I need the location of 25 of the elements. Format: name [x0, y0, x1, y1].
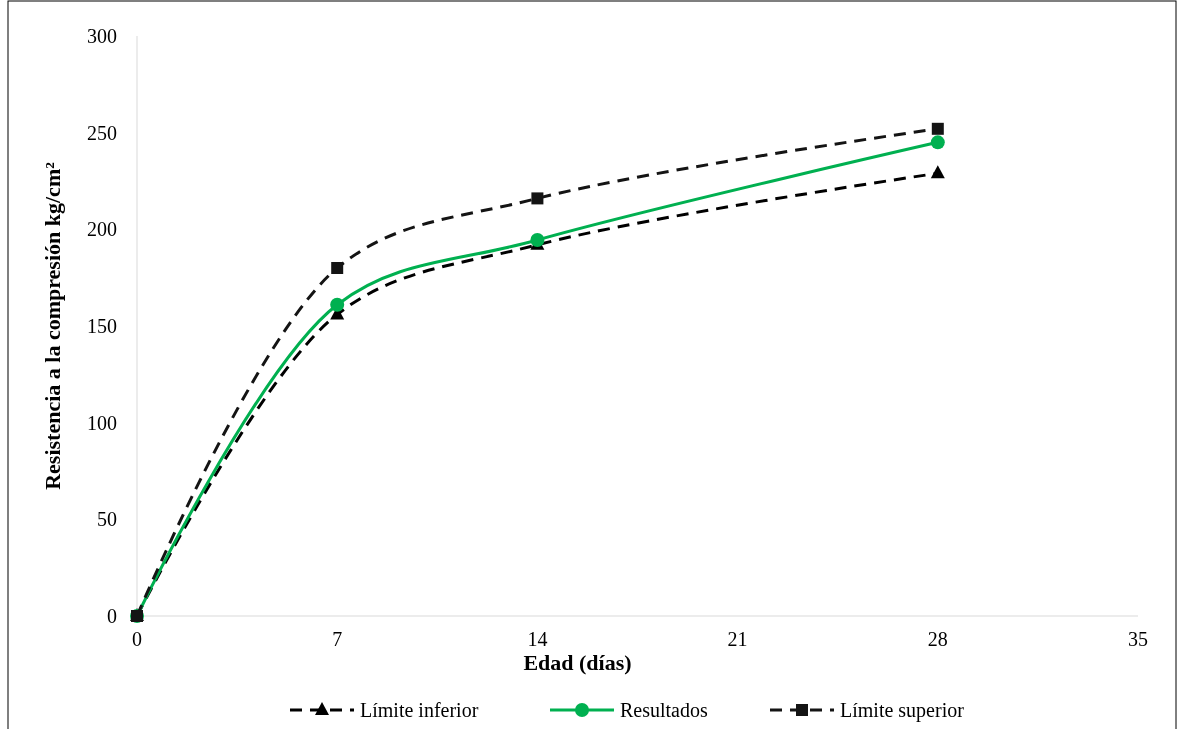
- y-tick-label: 150: [87, 315, 117, 337]
- point: [530, 232, 545, 247]
- legend-label: Límite superior: [840, 699, 965, 722]
- x-tick-label: 14: [527, 628, 548, 650]
- x-tick-label: 21: [727, 628, 748, 650]
- y-axis-title: Resistencia a la compresión kg/cm²: [40, 161, 65, 490]
- x-axis-title: Edad (días): [523, 650, 632, 675]
- legend-label: Resultados: [620, 699, 708, 721]
- point: [331, 262, 344, 274]
- legend-label: Límite inferior: [360, 699, 479, 721]
- point: [330, 297, 345, 312]
- y-tick-label: 50: [97, 508, 117, 531]
- point: [931, 122, 944, 135]
- x-tick-label: 0: [132, 628, 142, 650]
- y-tick-label: 200: [87, 218, 117, 241]
- point: [531, 192, 544, 205]
- x-tick-label: 7: [332, 628, 343, 650]
- y-tick-label: 250: [87, 121, 117, 144]
- x-tick-label: 28: [927, 628, 948, 650]
- y-tick-label: 300: [87, 25, 117, 47]
- y-tick-label: 0: [107, 605, 117, 627]
- y-tick-label: 100: [87, 411, 117, 434]
- point: [930, 135, 945, 150]
- x-tick-label: 35: [1128, 628, 1148, 650]
- point: [930, 165, 945, 179]
